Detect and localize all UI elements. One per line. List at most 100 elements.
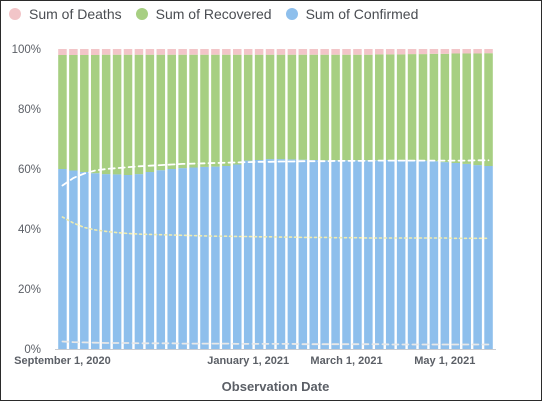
bar-segment-sum-of-confirmed: [353, 160, 362, 349]
bar-segment-sum-of-recovered: [385, 54, 395, 160]
bar-segment-sum-of-deaths: [342, 49, 351, 55]
bar-segment-sum-of-deaths: [440, 49, 450, 54]
bar-segment-sum-of-deaths: [134, 49, 144, 55]
bar-segment-sum-of-deaths: [484, 49, 493, 54]
x-tick-label: September 1, 2020: [14, 355, 111, 367]
bar-segment-sum-of-deaths: [69, 49, 78, 55]
legend-dot-confirmed: [285, 8, 298, 20]
bar-segment-sum-of-confirmed: [80, 172, 89, 349]
bar-segment-sum-of-confirmed: [145, 172, 155, 349]
bar-segment-sum-of-deaths: [353, 49, 362, 55]
y-tick-label: 100%: [12, 44, 41, 56]
bar-segment-sum-of-recovered: [178, 54, 187, 169]
bar-segment-sum-of-recovered: [189, 54, 198, 168]
bar-segment-sum-of-recovered: [276, 54, 286, 160]
bar-segment-sum-of-recovered: [200, 54, 209, 167]
bar-segment-sum-of-deaths: [276, 49, 286, 55]
bar-segment-sum-of-recovered: [233, 54, 242, 165]
bar-segment-sum-of-confirmed: [200, 166, 209, 349]
bar-segment-sum-of-recovered: [451, 53, 461, 163]
bar-segment-sum-of-confirmed: [385, 160, 395, 349]
bar-segment-sum-of-recovered: [222, 54, 231, 167]
legend-label-recovered: Sum of Recovered: [155, 6, 272, 22]
bar-segment-sum-of-recovered: [101, 54, 111, 175]
bar-segment-sum-of-recovered: [90, 55, 100, 174]
bar-segment-sum-of-confirmed: [331, 160, 340, 349]
bar-segment-sum-of-recovered: [462, 53, 471, 164]
bar-segment-sum-of-recovered: [342, 54, 351, 161]
bar-segment-sum-of-deaths: [167, 49, 176, 55]
bar-segment-sum-of-recovered: [407, 54, 417, 161]
y-tick-label: 80%: [18, 104, 41, 116]
bar-segment-sum-of-recovered: [331, 54, 340, 161]
legend-label-confirmed: Sum of Confirmed: [305, 6, 419, 22]
bar-segment-sum-of-confirmed: [342, 160, 351, 349]
bar-segment-sum-of-confirmed: [473, 165, 482, 349]
bar-segment-sum-of-recovered: [484, 53, 493, 167]
bar-segment-sum-of-recovered: [309, 54, 318, 161]
y-tick-label: 60%: [18, 164, 41, 176]
bar-segment-sum-of-confirmed: [298, 159, 308, 349]
bar-segment-sum-of-deaths: [462, 49, 471, 54]
legend-label-deaths: Sum of Deaths: [29, 6, 122, 22]
bar-segment-sum-of-confirmed: [254, 160, 264, 349]
legend-item-confirmed[interactable]: Sum of Confirmed: [285, 6, 419, 22]
bar-segment-sum-of-confirmed: [309, 160, 318, 349]
trend-line-2: [61, 216, 490, 240]
bar-segment-sum-of-deaths: [254, 49, 264, 55]
bar-segment-sum-of-deaths: [407, 49, 417, 55]
bar-segment-sum-of-recovered: [254, 54, 264, 161]
trend-lines: [61, 159, 490, 346]
bar-segment-sum-of-deaths: [418, 49, 428, 55]
bar-segment-sum-of-recovered: [69, 55, 78, 171]
bar-segment-sum-of-confirmed: [90, 173, 100, 349]
bar-segment-sum-of-confirmed: [418, 160, 428, 349]
bar-segment-sum-of-deaths: [385, 49, 395, 55]
bar-segment-sum-of-confirmed: [233, 164, 242, 349]
bar-segment-sum-of-deaths: [396, 49, 406, 55]
bar-segment-sum-of-deaths: [451, 49, 461, 54]
bar-segment-sum-of-recovered: [123, 54, 133, 176]
bar-segment-sum-of-recovered: [440, 53, 450, 163]
bar-segment-sum-of-recovered: [287, 54, 297, 160]
bar-segment-sum-of-deaths: [189, 49, 198, 55]
bar-segment-sum-of-recovered: [80, 55, 89, 172]
x-axis: September 1, 2020 January 1, 2021 March 1,…: [14, 355, 475, 367]
bar-segment-sum-of-confirmed: [243, 160, 253, 349]
bar-segment-sum-of-recovered: [320, 54, 329, 161]
bars: [58, 49, 493, 349]
bar-segment-sum-of-deaths: [80, 49, 89, 55]
bar-segment-sum-of-confirmed: [156, 170, 166, 349]
bar-segment-sum-of-confirmed: [484, 166, 493, 349]
bar-segment-sum-of-confirmed: [178, 168, 187, 349]
bar-segment-sum-of-recovered: [58, 55, 67, 169]
bar-segment-sum-of-confirmed: [451, 163, 461, 349]
trend-line-1: [61, 159, 490, 187]
bar-segment-sum-of-deaths: [429, 49, 439, 54]
legend: Sum of Deaths Sum of Recovered Sum of Co…: [9, 6, 418, 22]
bar-segment-sum-of-deaths: [298, 49, 308, 55]
bar-segment-sum-of-recovered: [473, 53, 482, 166]
bar-segment-sum-of-confirmed: [265, 159, 275, 349]
bar-segment-sum-of-confirmed: [189, 167, 198, 349]
y-tick-label: 20%: [18, 284, 41, 296]
bar-segment-sum-of-recovered: [265, 54, 275, 160]
bar-segment-sum-of-recovered: [298, 54, 308, 160]
bar-segment-sum-of-deaths: [156, 49, 166, 55]
bar-segment-sum-of-deaths: [364, 49, 373, 55]
bar-segment-sum-of-deaths: [233, 49, 242, 55]
bar-segment-sum-of-confirmed: [364, 160, 373, 349]
legend-item-recovered[interactable]: Sum of Recovered: [135, 6, 272, 22]
bar-segment-sum-of-recovered: [145, 54, 155, 173]
bar-segment-sum-of-deaths: [112, 49, 122, 55]
bar-segment-sum-of-confirmed: [222, 166, 231, 349]
y-tick-label: 0%: [24, 344, 41, 356]
bar-segment-sum-of-recovered: [353, 54, 362, 161]
x-tick-label: May 1, 2021: [414, 355, 475, 367]
bar-segment-sum-of-confirmed: [396, 160, 406, 349]
bar-segment-sum-of-confirmed: [375, 160, 384, 349]
bar-segment-sum-of-confirmed: [167, 169, 176, 349]
legend-item-deaths[interactable]: Sum of Deaths: [9, 6, 122, 22]
